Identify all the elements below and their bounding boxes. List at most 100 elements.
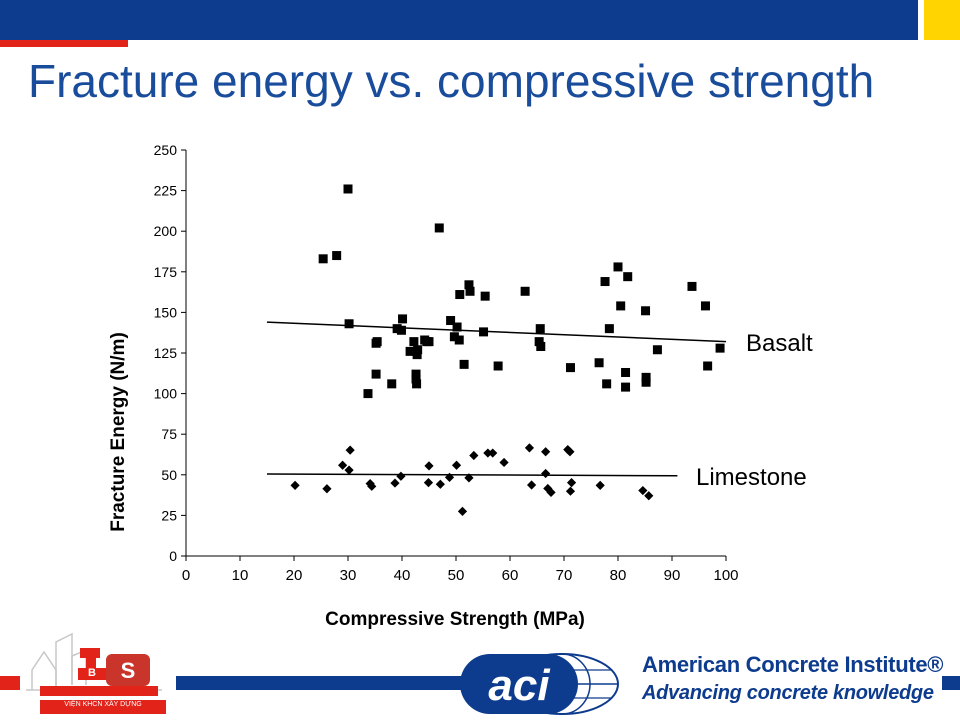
basalt-point bbox=[703, 361, 713, 371]
basalt-point bbox=[411, 369, 421, 379]
limestone-point bbox=[435, 479, 445, 489]
basalt-point bbox=[464, 280, 474, 290]
basalt-point bbox=[318, 254, 328, 264]
basalt-point bbox=[424, 337, 434, 347]
basalt-point bbox=[344, 319, 354, 329]
basalt-point bbox=[641, 377, 651, 387]
limestone-point bbox=[524, 443, 535, 453]
basalt-point bbox=[371, 369, 381, 379]
limestone-point bbox=[546, 487, 556, 497]
limestone-point bbox=[595, 480, 605, 490]
basalt-point bbox=[565, 363, 575, 373]
limestone-point bbox=[451, 460, 462, 470]
aci-logo: aci bbox=[460, 653, 619, 715]
basalt-point bbox=[621, 382, 631, 392]
y-tick-label: 25 bbox=[161, 507, 177, 523]
header-accent-yellow bbox=[924, 0, 960, 40]
y-tick-label: 100 bbox=[154, 386, 178, 402]
basalt-point bbox=[413, 345, 423, 355]
basalt-point bbox=[641, 372, 651, 382]
limestone-point bbox=[469, 450, 479, 461]
x-tick-label: 40 bbox=[394, 567, 411, 584]
y-tick-label: 50 bbox=[161, 467, 177, 483]
limestone-point bbox=[423, 477, 434, 488]
basalt-point bbox=[687, 281, 697, 291]
basalt-point bbox=[412, 350, 422, 360]
basalt-point bbox=[493, 361, 503, 371]
basalt-point bbox=[398, 314, 408, 324]
basalt-point bbox=[405, 346, 415, 356]
basalt-point bbox=[479, 327, 489, 337]
aci-tagline: Advancing concrete knowledge bbox=[642, 682, 934, 704]
aci-logo-letters: aci bbox=[488, 661, 550, 710]
limestone-point bbox=[541, 447, 551, 457]
limestone-point bbox=[644, 491, 654, 501]
x-axis-label: Compressive Strength (MPa) bbox=[325, 609, 585, 630]
limestone-point bbox=[464, 473, 474, 483]
svg-text:S: S bbox=[121, 658, 136, 683]
limestone-point bbox=[499, 457, 509, 468]
basalt-point bbox=[600, 277, 610, 287]
basalt-point bbox=[434, 223, 444, 233]
limestone-point bbox=[566, 477, 577, 488]
basalt-point bbox=[412, 379, 422, 389]
limestone-point bbox=[543, 483, 553, 494]
basalt-point bbox=[715, 343, 725, 353]
trendline-limestone bbox=[266, 473, 678, 477]
header-bar bbox=[0, 0, 918, 40]
y-axis-label: Fracture Energy (N/m) bbox=[108, 332, 129, 532]
fracture-energy-chart: 0 25 50 75 100 125 150 175 200 225 250 0 10 20 30 40 50… bbox=[108, 142, 813, 630]
footer-bar-left bbox=[176, 676, 466, 690]
limestone-point bbox=[444, 472, 455, 482]
y-tick-label: 175 bbox=[154, 264, 178, 280]
basalt-point bbox=[455, 290, 465, 300]
limestone-point bbox=[396, 471, 406, 481]
basalt-point bbox=[536, 342, 546, 352]
basalt-point bbox=[621, 367, 631, 377]
x-tick-label: 70 bbox=[556, 567, 573, 584]
footer-accent-red bbox=[0, 676, 20, 690]
limestone-point bbox=[638, 485, 648, 496]
x-tick-label: 30 bbox=[340, 567, 357, 584]
x-tick-label: 0 bbox=[182, 567, 190, 584]
limestone-point bbox=[488, 448, 498, 458]
basalt-point bbox=[535, 324, 545, 334]
x-tick-label: 80 bbox=[610, 567, 627, 584]
limestone-point bbox=[345, 445, 355, 455]
limestone-point bbox=[338, 460, 348, 470]
basalt-point bbox=[387, 379, 397, 389]
basalt-point bbox=[459, 359, 469, 369]
basalt-point bbox=[652, 345, 662, 355]
x-tick-label: 100 bbox=[713, 567, 738, 584]
data-points bbox=[290, 184, 725, 516]
svg-text:B: B bbox=[88, 667, 96, 679]
x-tick-label: 50 bbox=[448, 567, 465, 584]
trendlines bbox=[266, 321, 727, 477]
x-tick-label: 90 bbox=[664, 567, 681, 584]
basalt-point bbox=[594, 358, 604, 368]
basalt-point bbox=[623, 272, 633, 282]
y-tick-label: 150 bbox=[154, 304, 178, 320]
y-tick-label: 200 bbox=[154, 223, 178, 239]
basalt-point bbox=[602, 379, 612, 389]
limestone-point bbox=[290, 480, 300, 490]
ibst-logo: B S bbox=[26, 632, 166, 714]
basalt-point bbox=[332, 251, 342, 261]
basalt-point bbox=[700, 301, 710, 311]
basalt-point bbox=[372, 337, 382, 347]
basalt-point bbox=[449, 332, 459, 342]
y-tick-label: 225 bbox=[154, 183, 178, 199]
limestone-point bbox=[322, 484, 332, 494]
basalt-point bbox=[604, 324, 614, 334]
limestone-point bbox=[483, 448, 493, 458]
y-tick-label: 250 bbox=[154, 142, 178, 158]
basalt-annotation: Basalt bbox=[746, 330, 813, 357]
x-axis: 0 10 20 30 40 50 60 70 80 90 100 bbox=[182, 555, 739, 584]
x-tick-label: 60 bbox=[502, 567, 519, 584]
basalt-point bbox=[446, 316, 456, 326]
basalt-point bbox=[454, 335, 464, 345]
trendline-basalt bbox=[266, 321, 727, 343]
basalt-point bbox=[616, 301, 626, 311]
y-tick-label: 0 bbox=[169, 548, 177, 564]
basalt-point bbox=[396, 325, 406, 335]
